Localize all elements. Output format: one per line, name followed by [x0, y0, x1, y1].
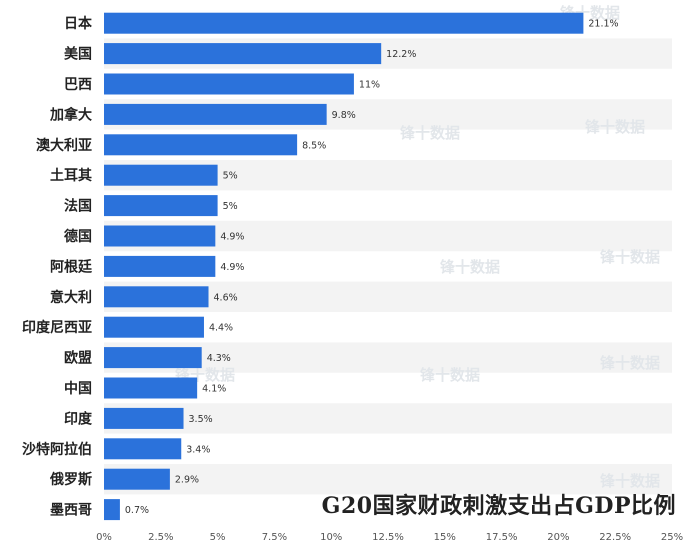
bar: [104, 225, 216, 247]
category-label: 欧盟: [64, 350, 92, 367]
bar: [104, 12, 584, 34]
data-label: 4.9%: [220, 262, 244, 273]
data-label: 9.8%: [332, 110, 356, 121]
data-label: 8.5%: [302, 140, 326, 151]
row-stripe: [104, 403, 672, 434]
category-label: 加拿大: [49, 106, 92, 123]
category-label: 印度: [64, 410, 93, 427]
category-label: 法国: [64, 198, 92, 215]
category-label: 意大利: [50, 289, 92, 306]
category-label: 巴西: [64, 77, 92, 93]
x-tick-label: 0%: [96, 532, 112, 543]
data-label: 21.1%: [588, 19, 618, 30]
watermark-text: 锋十数据: [600, 354, 660, 372]
data-label: 11%: [359, 80, 380, 91]
data-label: 2.9%: [175, 475, 199, 486]
x-tick-label: 17.5%: [486, 532, 518, 543]
x-tick-label: 7.5%: [262, 532, 287, 543]
category-label: 土耳其: [50, 167, 92, 184]
x-tick-label: 12.5%: [372, 532, 404, 543]
category-label: 阿根廷: [50, 258, 93, 275]
x-tick-label: 15%: [434, 532, 456, 543]
data-label: 4.1%: [202, 384, 226, 395]
data-label: 12.2%: [386, 49, 416, 60]
data-label: 5%: [223, 171, 238, 182]
x-tick-label: 22.5%: [599, 532, 631, 543]
data-label: 5%: [223, 201, 238, 212]
data-label: 0.7%: [125, 505, 149, 516]
data-label: 4.6%: [214, 292, 238, 303]
category-label: 澳大利亚: [36, 137, 92, 154]
bar: [104, 407, 184, 429]
data-label: 4.3%: [207, 353, 231, 364]
bar: [104, 195, 218, 217]
bar: [104, 377, 198, 399]
bar: [104, 255, 216, 277]
bar: [104, 103, 327, 125]
bar: [104, 468, 170, 490]
x-tick-label: 5%: [210, 532, 226, 543]
x-tick-label: 2.5%: [148, 532, 173, 543]
watermark-text: 锋十数据: [440, 258, 500, 276]
category-label: 印度尼西亚: [22, 319, 92, 336]
data-label: 3.5%: [189, 414, 213, 425]
bar: [104, 164, 218, 186]
category-label: 中国: [64, 380, 92, 397]
chart-title: G20国家财政刺激支出占GDP比例: [321, 493, 676, 519]
category-label: 美国: [64, 46, 92, 63]
data-label: 4.9%: [220, 232, 244, 243]
bar: [104, 134, 298, 156]
bar: [104, 316, 204, 338]
category-label: 德国: [64, 228, 92, 245]
bar: [104, 286, 209, 308]
bar: [104, 73, 354, 95]
x-tick-label: 10%: [320, 532, 342, 543]
category-label: 日本: [64, 15, 93, 32]
bar: [104, 438, 182, 460]
watermark-text: 锋十数据: [585, 118, 645, 136]
category-label: 俄罗斯: [49, 471, 92, 488]
data-label: 4.4%: [209, 323, 233, 334]
bar: [104, 43, 382, 65]
watermark-text: 锋十数据: [600, 248, 660, 266]
watermark-text: 锋十数据: [600, 472, 660, 490]
category-label: 沙特阿拉伯: [22, 441, 92, 458]
bar: [104, 347, 202, 369]
category-label: 墨西哥: [50, 503, 92, 519]
data-label: 3.4%: [186, 444, 210, 455]
x-tick-label: 25%: [661, 532, 683, 543]
watermark-text: 锋十数据: [400, 124, 460, 142]
watermark-text: 锋十数据: [420, 366, 480, 384]
row-stripe: [104, 464, 672, 495]
bar: [104, 499, 120, 521]
x-tick-label: 20%: [547, 532, 569, 543]
